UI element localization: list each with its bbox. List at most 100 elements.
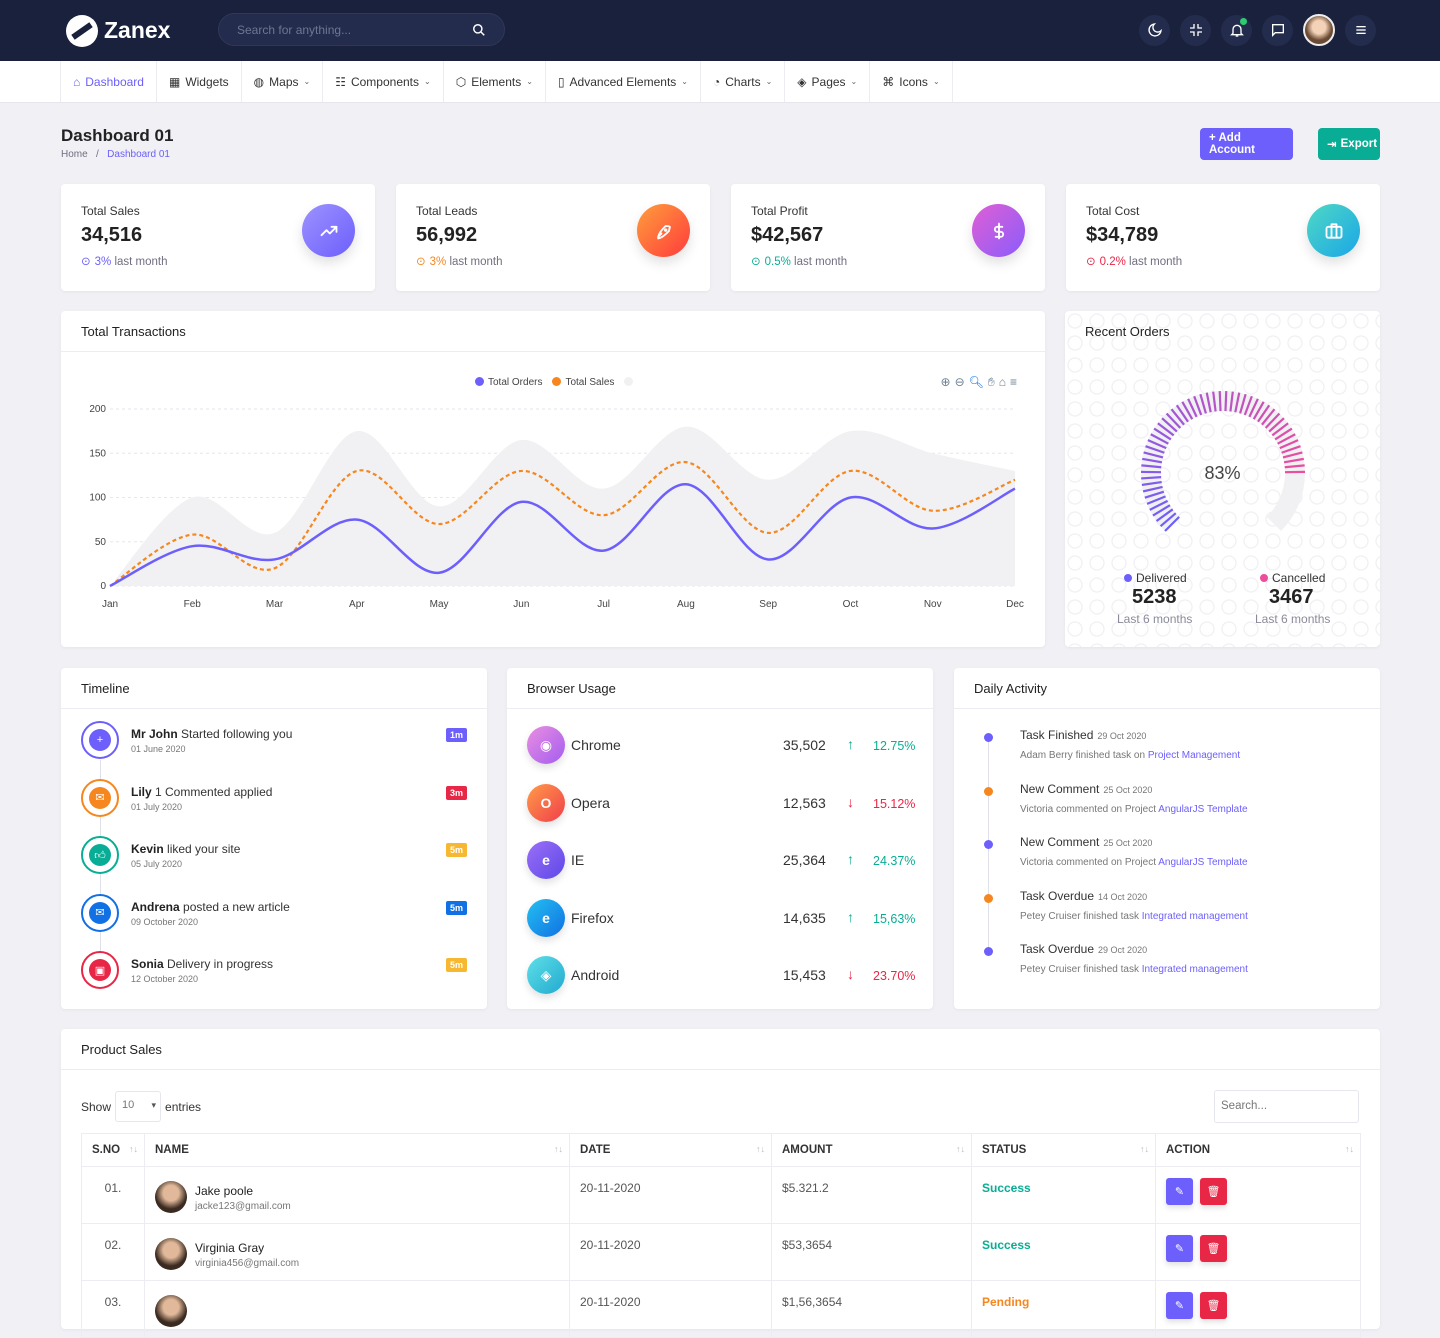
menu-item[interactable]: ⌘Icons⌄ <box>869 61 952 102</box>
timeline-text: Lily 1 Commented applied <box>131 785 272 799</box>
timeline-action: liked your site <box>164 842 241 856</box>
timeline-user[interactable]: Kevin <box>131 842 164 856</box>
column-header-date[interactable]: DATE↑↓ <box>570 1134 772 1167</box>
column-header-action[interactable]: ACTION ↑↓ <box>1156 1134 1361 1167</box>
sort-icon[interactable]: ↑↓ <box>554 1144 563 1154</box>
menu-item[interactable]: ⬡Elements⌄ <box>443 61 545 102</box>
trash-icon[interactable]: 🗑︎ <box>1200 1178 1227 1205</box>
browser-percent: 24.37% <box>873 854 915 868</box>
cell-date: 20-11-2020 <box>570 1281 772 1338</box>
user-plus-icon: + <box>89 729 111 751</box>
arrow-up-icon: ↑ <box>847 851 854 867</box>
table-search-input[interactable]: Search... <box>1214 1090 1359 1123</box>
menu-item[interactable]: ◍Maps⌄ <box>241 61 323 102</box>
activity-dot <box>984 787 993 796</box>
activity-link[interactable]: Integrated management <box>1142 911 1248 922</box>
chevron-up-circle-icon: ⊙ <box>81 256 91 268</box>
breadcrumb-home[interactable]: Home <box>61 149 88 160</box>
product-sales-card: Product Sales Show 10 entries Search... … <box>61 1029 1380 1329</box>
brand-logo[interactable]: Zanex <box>66 15 216 47</box>
timeline-user[interactable]: Lily <box>131 785 152 799</box>
breadcrumb-current: Dashboard 01 <box>107 149 170 160</box>
edit-icon[interactable]: ✎ <box>1166 1235 1193 1262</box>
card-title: Timeline <box>61 668 487 709</box>
menu-item-label: Pages <box>812 75 846 89</box>
menu-item[interactable]: ▯Advanced Elements⌄ <box>545 61 700 102</box>
menu-item[interactable]: ▦Widgets <box>156 61 241 102</box>
search-input[interactable] <box>237 23 472 37</box>
home-icon: ⌂ <box>73 75 80 89</box>
fullscreen-icon[interactable] <box>1180 15 1211 46</box>
timeline-user[interactable]: Andrena <box>131 900 180 914</box>
menu-item[interactable]: ◔Charts⌄ <box>700 61 784 102</box>
timeline-user[interactable]: Mr John <box>131 727 178 741</box>
menu-icon[interactable] <box>1345 15 1376 46</box>
entries-select[interactable]: 10 <box>115 1091 161 1122</box>
arrow-up-icon: ↑ <box>847 736 854 752</box>
sort-icon[interactable]: ↑↓ <box>1140 1144 1149 1154</box>
timeline-text: Kevin liked your site <box>131 842 240 856</box>
sort-icon[interactable]: ↑↓ <box>756 1144 765 1154</box>
edit-icon[interactable]: ✎ <box>1166 1292 1193 1319</box>
sort-icon[interactable]: ↑↓ <box>129 1144 138 1154</box>
activity-link[interactable]: AngularJS Template <box>1158 804 1247 815</box>
add-account-button[interactable]: + Add Account <box>1200 128 1293 160</box>
menu-item-label: Dashboard <box>85 75 144 89</box>
activity-link[interactable]: Project Management <box>1148 750 1240 761</box>
stat-percent: 3% <box>95 256 112 268</box>
trash-icon[interactable]: 🗑︎ <box>1200 1292 1227 1319</box>
timeline-user[interactable]: Sonia <box>131 957 164 971</box>
cell-status: Pending <box>972 1281 1156 1338</box>
edit-icon[interactable]: ✎ <box>1166 1178 1193 1205</box>
menu-item[interactable]: ☷Components⌄ <box>322 61 443 102</box>
timeline-avatar: 👍︎ <box>81 836 119 874</box>
stat-title: Total Leads <box>416 204 477 218</box>
trash-icon[interactable]: 🗑︎ <box>1200 1235 1227 1262</box>
avatar[interactable] <box>1303 14 1335 46</box>
chevron-down-icon: ⌄ <box>681 77 688 86</box>
time-badge: 5m <box>446 843 467 857</box>
bell-icon[interactable] <box>1221 15 1252 46</box>
activity-description: Victoria commented on Project AngularJS … <box>1020 857 1248 868</box>
column-header-amount[interactable]: AMOUNT↑↓ <box>772 1134 972 1167</box>
column-header-sno[interactable]: S.NO↑↓ <box>82 1134 145 1167</box>
sort-icon[interactable]: ↑↓ <box>1345 1144 1354 1154</box>
activity-description: Petey Cruiser finished task Integrated m… <box>1020 911 1248 922</box>
ie-icon: e <box>527 841 565 879</box>
chat-icon[interactable] <box>1262 15 1293 46</box>
column-header-name[interactable]: NAME↑↓ <box>145 1134 570 1167</box>
comment-icon: ✉ <box>89 787 111 809</box>
menu-item[interactable]: ◈Pages⌄ <box>784 61 869 102</box>
export-button[interactable]: ⇥Export <box>1318 128 1380 160</box>
stat-percent: 3% <box>430 256 447 268</box>
menu-item-label: Widgets <box>185 75 228 89</box>
menu-item-label: Charts <box>725 75 760 89</box>
search-icon[interactable] <box>472 23 486 37</box>
menu-item-label: Maps <box>269 75 298 89</box>
column-label: ACTION <box>1166 1144 1210 1156</box>
timeline-avatar: ✉ <box>81 779 119 817</box>
activity-link[interactable]: AngularJS Template <box>1158 857 1247 868</box>
y-tick-label: 200 <box>89 404 106 415</box>
cell-sno: 01. <box>82 1167 145 1224</box>
activity-dot <box>984 840 993 849</box>
sort-icon[interactable]: ↑↓ <box>956 1144 965 1154</box>
chevron-up-circle-icon: ⊙ <box>416 256 426 268</box>
activity-date: 25 Oct 2020 <box>1103 785 1152 795</box>
menu-item[interactable]: ⌂ Dashboard <box>60 61 156 102</box>
column-header-status[interactable]: STATUS↑↓ <box>972 1134 1156 1167</box>
stat-value: $42,567 <box>751 224 823 247</box>
timeline-date: 01 July 2020 <box>131 802 182 812</box>
moon-icon[interactable] <box>1139 15 1170 46</box>
browser-count: 35,502 <box>783 737 826 753</box>
activity-link[interactable]: Integrated management <box>1142 964 1248 975</box>
